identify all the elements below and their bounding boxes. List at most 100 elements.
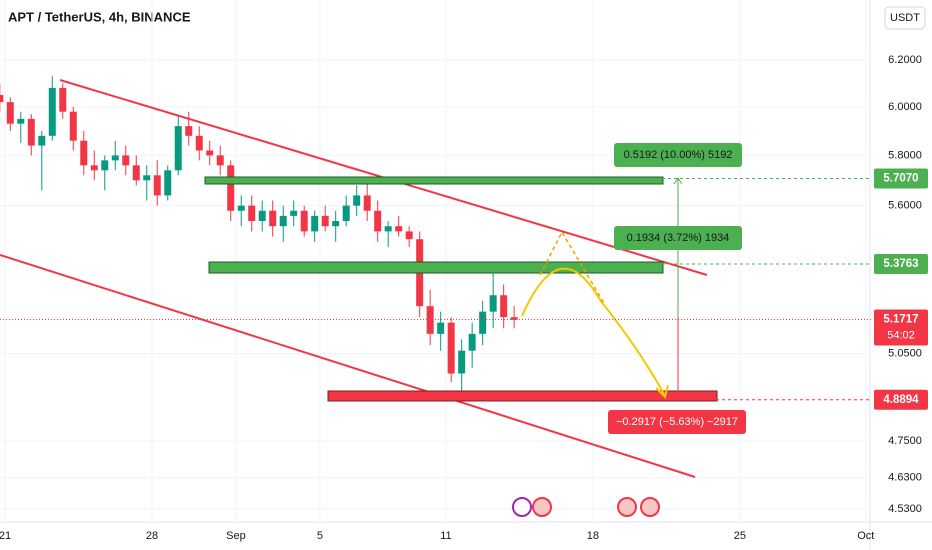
candle-body [468, 333, 476, 351]
candle-body [311, 215, 319, 232]
candle-body [458, 350, 466, 374]
price-label: 5.7070 [883, 173, 918, 185]
candle-body [321, 215, 329, 227]
candle-body [248, 205, 256, 222]
x-tick-label: 18 [587, 530, 599, 542]
price-label-box [874, 253, 928, 274]
x-tick-label: 25 [734, 530, 746, 542]
candle-body [38, 135, 46, 146]
x-tick-label: Oct [857, 530, 874, 542]
candle-body [216, 155, 224, 166]
x-tick-label: 5 [317, 530, 323, 542]
candle-body [164, 170, 172, 196]
candle-body [206, 150, 214, 156]
annotation-box [614, 226, 742, 250]
x-tick-label: 21 [0, 530, 11, 542]
annotation: −0.2917 (−5.63%) −2917 [616, 416, 738, 428]
event-icon[interactable] [512, 497, 532, 517]
candle-body [27, 118, 35, 146]
resistance-zone [204, 176, 664, 185]
currency-button[interactable] [884, 6, 926, 30]
candle-body [395, 226, 403, 232]
candle-body [290, 210, 298, 216]
candle-body [437, 322, 445, 334]
price-label-box [874, 168, 928, 189]
annotation-box [614, 143, 742, 167]
price-label: 4.8894 [883, 394, 919, 406]
drawings: 0.5192 (10.00%) 5192 0.1934 (3.72%) 1934… [0, 79, 746, 517]
candle-body [237, 205, 245, 211]
y-tick-label: 4.7500 [888, 435, 922, 447]
annotation: 0.1934 (3.72%) 1934 [627, 232, 730, 244]
candle-body [363, 195, 371, 211]
candle-body [227, 165, 235, 211]
candle-body [195, 135, 203, 151]
candle-body [132, 165, 140, 181]
candle-body [143, 175, 151, 181]
candle-body [111, 155, 119, 161]
candle-body [0, 95, 4, 103]
y-tick-label: 5.6000 [888, 200, 922, 212]
candle-body [17, 118, 25, 124]
x-tick-label: Sep [226, 530, 246, 542]
event-icon[interactable] [617, 497, 637, 517]
price-label: 5.3763 [883, 258, 918, 270]
candle-body [489, 295, 497, 312]
countdown: 54:02 [887, 329, 915, 341]
channel-lower [0, 254, 696, 478]
y-tick-label: 6.2000 [888, 54, 922, 66]
candle-body [153, 175, 161, 196]
candle-body [479, 311, 487, 334]
price-label-box [874, 389, 928, 410]
price-label: 5.1717 [883, 313, 918, 325]
annotation: 0.5192 (10.00%) 5192 [624, 149, 733, 161]
candle-body [405, 231, 413, 240]
candle-body [426, 306, 434, 334]
candle-body [300, 210, 308, 232]
candle-body [384, 226, 392, 232]
candle-body [269, 210, 277, 227]
candle-body [69, 111, 77, 141]
annotation-box [608, 410, 746, 434]
candle-body [353, 195, 361, 206]
candle-body [80, 140, 88, 166]
candle-body [279, 215, 287, 227]
event-icon[interactable] [640, 497, 660, 517]
candle-body [447, 322, 455, 374]
candle-body [6, 102, 14, 124]
candle-body [374, 210, 382, 232]
candle-body [185, 126, 193, 136]
candle-body [174, 126, 182, 171]
alt-path [539, 230, 606, 306]
event-icon[interactable] [532, 497, 552, 517]
candle-body [48, 87, 56, 136]
candle-body [59, 87, 67, 112]
y-tick-label: 5.0500 [888, 347, 922, 359]
y-tick-label: 5.8000 [888, 149, 922, 161]
candle-body [510, 317, 518, 320]
price-label-box [874, 309, 928, 346]
path-arrow [521, 267, 601, 317]
candle-body [332, 221, 340, 227]
candle-body [342, 205, 350, 222]
chart-title: APT / TetherUS, 4h, BINANCE [8, 9, 191, 24]
x-tick-label: 11 [440, 530, 451, 542]
arrow-head [655, 384, 669, 399]
path-arrow [599, 299, 666, 397]
candle-body [90, 165, 98, 171]
y-tick-label: 6.0000 [888, 101, 922, 113]
y-tick-label: 4.6300 [888, 472, 922, 484]
candle-body [122, 155, 130, 166]
mid-zone [208, 261, 664, 274]
measure-arrow [673, 177, 683, 185]
x-tick-label: 28 [146, 530, 158, 542]
candle-body [258, 210, 266, 222]
y-tick-label: 4.5300 [888, 503, 922, 515]
grid [0, 0, 870, 522]
currency-label[interactable]: USDT [890, 12, 920, 24]
candle-body [500, 295, 508, 318]
support-zone [327, 390, 718, 402]
candle-body [101, 160, 109, 171]
